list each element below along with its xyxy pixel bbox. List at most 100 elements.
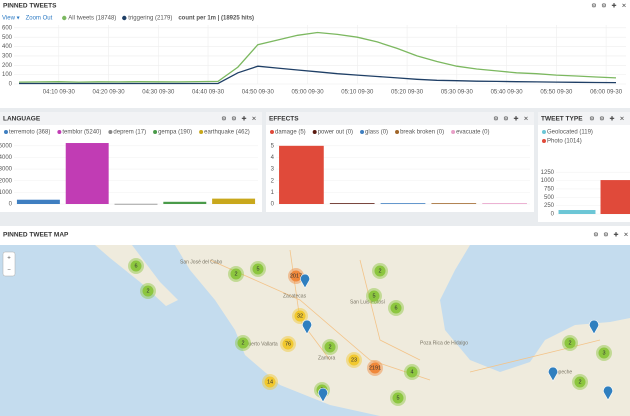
cluster[interactable] bbox=[598, 347, 610, 359]
map-land bbox=[95, 245, 178, 306]
panel-icon[interactable]: ⚙ bbox=[493, 116, 498, 123]
panel-icon[interactable]: ✚ bbox=[611, 3, 616, 10]
y-tick-label: 200 bbox=[2, 63, 13, 69]
cluster[interactable] bbox=[564, 337, 576, 349]
panel-header bbox=[0, 112, 262, 125]
cluster[interactable] bbox=[282, 338, 294, 350]
x-tick-label: 05:10 09-30 bbox=[341, 90, 374, 96]
y-tick-label: 2000 bbox=[0, 178, 13, 184]
panel-icon[interactable]: ⚙ bbox=[603, 232, 608, 239]
cluster-label: 5 bbox=[372, 293, 375, 299]
bar bbox=[163, 201, 207, 204]
cluster-label: 4 bbox=[410, 369, 413, 375]
legend-dot bbox=[199, 130, 204, 134]
legend-label: power out (0) bbox=[318, 130, 353, 136]
panel-icon[interactable]: ⚙ bbox=[591, 3, 596, 10]
zoom-control[interactable] bbox=[2, 251, 16, 277]
cluster[interactable] bbox=[290, 270, 302, 282]
bar bbox=[431, 203, 477, 204]
map-pin[interactable] bbox=[589, 319, 599, 335]
control[interactable]: View ▾ bbox=[2, 16, 20, 22]
bar bbox=[380, 203, 426, 204]
panel-icon[interactable]: ✕ bbox=[523, 117, 528, 123]
panel-icon[interactable]: ⚙ bbox=[599, 116, 604, 123]
x-tick-label: 06:00 09-30 bbox=[590, 90, 623, 96]
cluster-label: 2 bbox=[568, 340, 571, 346]
bar bbox=[558, 210, 596, 214]
panel-icon[interactable]: ✕ bbox=[251, 117, 256, 123]
panel-icon[interactable]: ✚ bbox=[241, 116, 246, 123]
cluster[interactable] bbox=[348, 354, 360, 366]
cluster-label: 23 bbox=[351, 357, 357, 363]
cluster-label: 14 bbox=[267, 379, 273, 385]
map-land bbox=[175, 245, 630, 416]
legend-label: damage (5) bbox=[275, 130, 306, 136]
cluster[interactable] bbox=[324, 341, 336, 353]
map-pin[interactable] bbox=[300, 273, 310, 289]
y-tick-label: 1000 bbox=[0, 190, 13, 196]
cluster-label: 2 bbox=[241, 340, 244, 346]
panel-header bbox=[538, 112, 630, 125]
panel-title: PINNED TWEET MAP bbox=[3, 232, 69, 239]
cluster[interactable] bbox=[374, 265, 386, 277]
line-series bbox=[19, 65, 617, 85]
cluster-label: 2 bbox=[328, 344, 331, 350]
cluster-label: 5 bbox=[256, 266, 259, 272]
cluster[interactable] bbox=[130, 260, 142, 272]
y-tick-label: 400 bbox=[2, 44, 13, 50]
cluster[interactable] bbox=[392, 392, 404, 404]
y-tick-label: 5 bbox=[271, 143, 275, 149]
x-tick-label: 04:20 09-30 bbox=[93, 90, 126, 96]
panel-icon[interactable]: ✚ bbox=[609, 116, 614, 123]
panel-icon[interactable]: ✕ bbox=[623, 233, 628, 239]
legend-dot bbox=[312, 130, 317, 134]
cluster[interactable] bbox=[574, 376, 586, 388]
panel-icon[interactable]: ✚ bbox=[613, 232, 618, 239]
panel-icon[interactable]: ⚙ bbox=[593, 232, 598, 239]
bar bbox=[16, 199, 60, 204]
cluster[interactable] bbox=[230, 268, 242, 280]
subtitle: count per 1m | (18925 hits) bbox=[178, 16, 254, 22]
legend-dot bbox=[62, 15, 67, 21]
control[interactable]: Zoom Out bbox=[26, 16, 53, 22]
cluster[interactable] bbox=[369, 362, 381, 374]
cluster[interactable] bbox=[142, 285, 154, 297]
cluster[interactable] bbox=[390, 302, 402, 314]
panel-icon[interactable]: ✕ bbox=[619, 117, 624, 123]
y-tick-label: 750 bbox=[544, 186, 555, 192]
cluster[interactable] bbox=[406, 366, 418, 378]
panel-icon[interactable]: ⚙ bbox=[601, 3, 606, 10]
cluster-label: 2191 bbox=[369, 365, 381, 371]
cluster[interactable] bbox=[264, 376, 276, 388]
map-pin[interactable] bbox=[548, 366, 558, 382]
panel-icon[interactable]: ⚙ bbox=[589, 116, 594, 123]
cluster[interactable] bbox=[368, 290, 380, 302]
cluster[interactable] bbox=[237, 337, 249, 349]
panel-icon[interactable]: ⚙ bbox=[221, 116, 226, 123]
legend-dot bbox=[360, 130, 365, 134]
map-pin[interactable] bbox=[302, 319, 312, 335]
x-tick-label: 05:30 09-30 bbox=[441, 90, 474, 96]
zoom-button[interactable]: − bbox=[7, 268, 11, 274]
cluster[interactable] bbox=[294, 310, 306, 322]
city-label: San Luis Potosí bbox=[350, 299, 386, 305]
panel-icon[interactable]: ✕ bbox=[621, 4, 626, 10]
panel-icon[interactable]: ⚙ bbox=[503, 116, 508, 123]
y-tick-label: 0 bbox=[9, 202, 13, 208]
map-pin[interactable] bbox=[318, 387, 328, 403]
x-tick-label: 04:30 09-30 bbox=[142, 90, 175, 96]
y-tick-label: 2 bbox=[271, 178, 275, 184]
panel-icon[interactable]: ✚ bbox=[513, 116, 518, 123]
legend-dot bbox=[542, 130, 546, 134]
y-tick-label: 0 bbox=[9, 82, 13, 88]
zoom-button[interactable]: + bbox=[7, 256, 11, 262]
panel-icon[interactable]: ⚙ bbox=[231, 116, 236, 123]
legend-label: evacuate (0) bbox=[456, 130, 489, 136]
cluster-label: 2 bbox=[146, 288, 149, 294]
legend-label: triggering (2179) bbox=[128, 16, 172, 22]
cluster-label: 3 bbox=[602, 350, 605, 356]
legend-dot bbox=[122, 15, 127, 21]
cluster[interactable] bbox=[252, 263, 264, 275]
legend-dot bbox=[108, 130, 113, 134]
map-pin[interactable] bbox=[603, 385, 613, 401]
